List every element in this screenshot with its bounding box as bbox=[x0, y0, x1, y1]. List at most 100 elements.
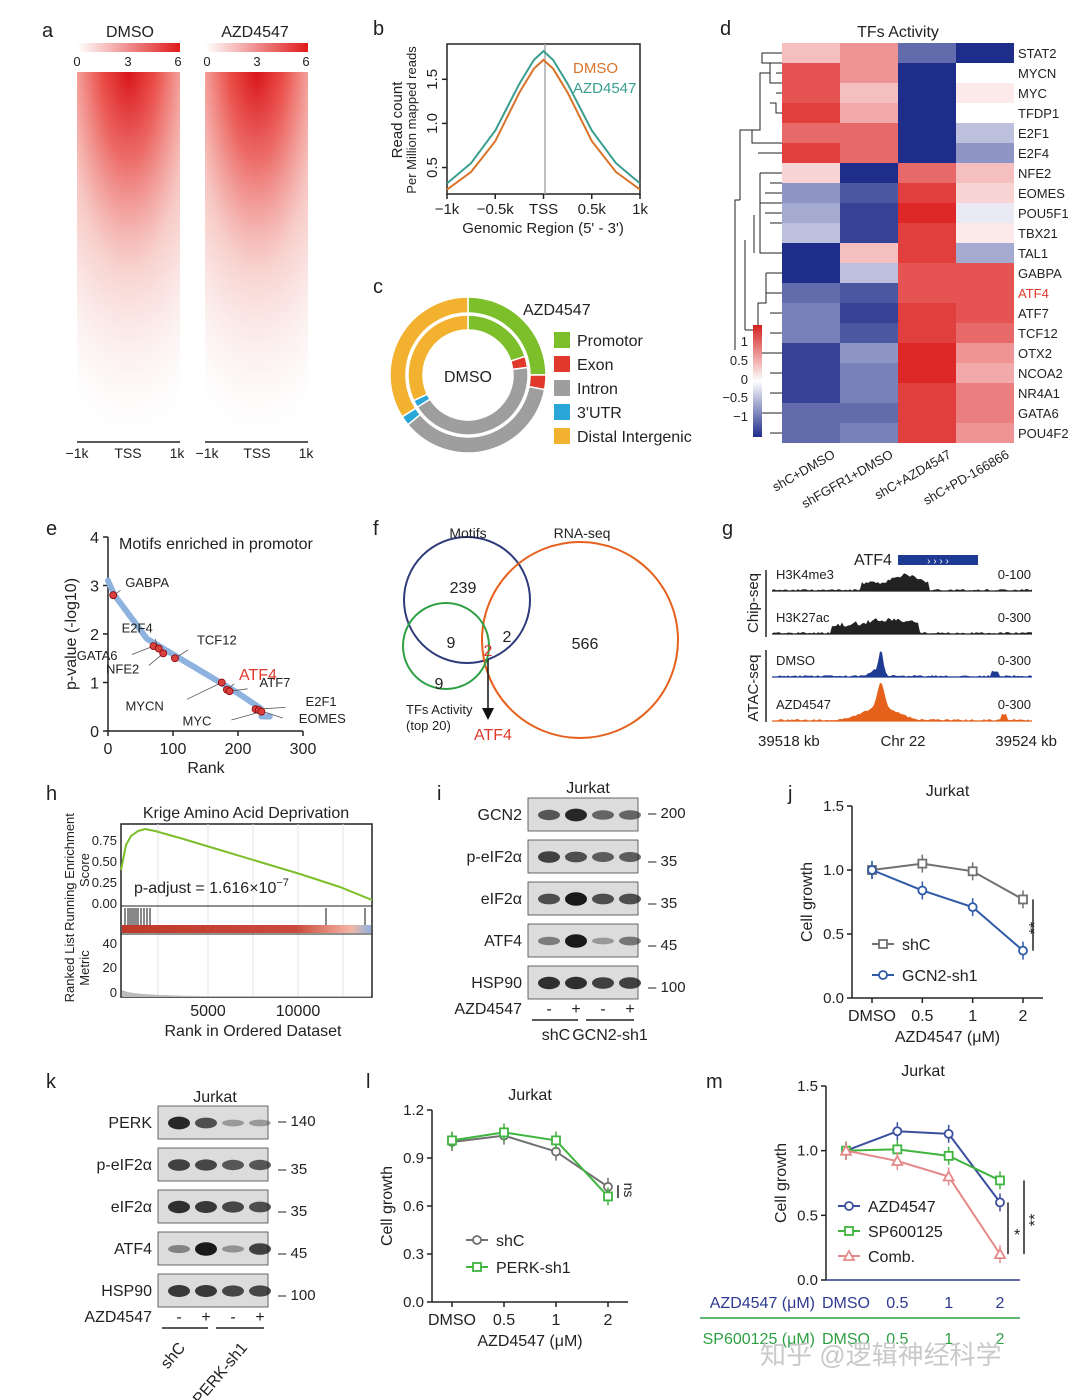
highlight-point bbox=[159, 649, 168, 658]
blot-band bbox=[222, 1201, 244, 1213]
highlight-point bbox=[257, 707, 266, 716]
heatmap-cell bbox=[956, 103, 1014, 123]
legend-label: Intron bbox=[577, 381, 618, 398]
heatmap-cell bbox=[840, 203, 898, 223]
blot-band bbox=[249, 1285, 271, 1297]
blot-band bbox=[168, 1245, 190, 1253]
panel-label-c: c bbox=[373, 276, 383, 298]
row-label: POU4F2 bbox=[1018, 426, 1069, 441]
protein-label: p-eIF2α bbox=[467, 849, 523, 866]
gsea-rank-bar bbox=[122, 925, 371, 933]
track-signal bbox=[772, 618, 1032, 634]
heatmap-cell bbox=[898, 63, 956, 83]
blot-band bbox=[538, 809, 560, 821]
legend-label: GCN2-sh1 bbox=[902, 968, 978, 985]
heatmap-cell bbox=[956, 163, 1014, 183]
western-blot-k: PERK – 140 p-eIF2α – 35 eIF2α – 35 ATF4 – 45 HSP… bbox=[84, 1105, 316, 1400]
x-tick-label: 1k bbox=[632, 201, 648, 218]
heatmap-a-title-azd: AZD4547 bbox=[221, 24, 289, 41]
highlight-point bbox=[225, 687, 234, 696]
highlight-point bbox=[171, 654, 179, 663]
blot-band bbox=[249, 1201, 271, 1213]
legend-marker bbox=[844, 1201, 854, 1211]
y-tick-h: 0.25 bbox=[92, 875, 117, 890]
heatmap-d-row-labels: STAT2 MYCN MYC TFDP1 E2F1 E2F4 NFE2 EOMES POU5F1… bbox=[1018, 46, 1069, 441]
panel-label-a: a bbox=[42, 20, 54, 42]
western-blot-i: GCN2 – 200 p-eIF2α – 35 eIF2α – 35 ATF4 – 45 HSP… bbox=[454, 797, 686, 1044]
y-tick-h: 0.75 bbox=[92, 833, 117, 848]
mw-marker: – 100 bbox=[648, 979, 686, 996]
x-tick-label: 1 bbox=[944, 1295, 953, 1312]
x-tick-label-secondary: 0.5 bbox=[886, 1331, 908, 1348]
y-tick-h: 0 bbox=[110, 985, 117, 1000]
y-tick-label: 1.5 bbox=[797, 1078, 818, 1095]
heatmap-cell bbox=[840, 43, 898, 63]
significance-mark: ** bbox=[1027, 922, 1044, 934]
blot-band bbox=[222, 1245, 244, 1253]
row-label: ATF7 bbox=[1018, 306, 1049, 321]
blot-band bbox=[249, 1243, 271, 1255]
heatmap-cell bbox=[840, 423, 898, 443]
panel-label-j: j bbox=[787, 783, 792, 805]
heatmap-cell bbox=[782, 343, 840, 363]
mw-marker: – 100 bbox=[278, 1287, 316, 1304]
legend-label: Comb. bbox=[868, 1249, 915, 1266]
heatmap-cell bbox=[840, 83, 898, 103]
y-label-b: Read count bbox=[389, 81, 406, 159]
blot-band bbox=[619, 936, 641, 946]
x-tick-label: TSS bbox=[529, 201, 558, 218]
heatmap-cell bbox=[782, 383, 840, 403]
group-label: GCN2-sh1 bbox=[572, 1027, 648, 1044]
panel-d: d TFs Activity STAT2 MYCN MYC TFDP1 E2F1 E2F4… bbox=[720, 18, 1069, 511]
blot-band bbox=[619, 977, 641, 989]
track-name: AZD4547 bbox=[776, 697, 831, 712]
point-label: ATF7 bbox=[260, 675, 291, 690]
chart-title: Jurkat bbox=[508, 1087, 552, 1104]
heatmap-cell bbox=[898, 83, 956, 103]
colorscale-a-dmso bbox=[77, 43, 180, 52]
x-tick-label: 1 bbox=[552, 1312, 561, 1329]
track-range: 0-100 bbox=[998, 567, 1031, 582]
heatmap-cell bbox=[840, 383, 898, 403]
y-tick-label: 1.5 bbox=[424, 69, 441, 90]
scale-tick-d: −1 bbox=[733, 409, 748, 424]
point-label: MYCN bbox=[125, 699, 163, 714]
y-label-h-top2: Score bbox=[77, 853, 92, 887]
line-chart-l: Jurkat 0.0 0.3 0.6 0.9 1.2 Cell growth DMSO 0.5 1… bbox=[379, 1087, 637, 1350]
heatmap-cell bbox=[898, 383, 956, 403]
panel-label-e: e bbox=[46, 518, 57, 540]
data-point bbox=[917, 885, 928, 896]
row-label: MYC bbox=[1018, 86, 1047, 101]
blot-band bbox=[538, 851, 560, 863]
x-tick-label: DMSO bbox=[822, 1295, 870, 1312]
protein-label: GCN2 bbox=[478, 807, 523, 824]
mw-marker: – 35 bbox=[648, 853, 677, 870]
mw-marker: – 200 bbox=[648, 805, 686, 822]
y-tick-label: 3 bbox=[90, 579, 99, 596]
point-label: GABPA bbox=[125, 575, 169, 590]
heatmap-cell bbox=[782, 43, 840, 63]
heatmap-cell bbox=[898, 243, 956, 263]
mw-marker: – 35 bbox=[278, 1161, 307, 1178]
y-tick-label: 0.0 bbox=[403, 1294, 424, 1311]
y-tick-label: 0.0 bbox=[797, 1272, 818, 1289]
x-tick: −1k bbox=[196, 445, 220, 461]
heatmap-cell bbox=[956, 263, 1014, 283]
legend-marker bbox=[842, 1249, 856, 1261]
x-tick-label: 0.5 bbox=[493, 1312, 515, 1329]
data-point bbox=[943, 1150, 954, 1161]
heatmap-a-title-dmso: DMSO bbox=[106, 24, 154, 41]
x-tick-label: 300 bbox=[290, 741, 317, 758]
significance-mark: ns bbox=[621, 1183, 637, 1198]
data-point bbox=[942, 1169, 956, 1182]
y-tick-label: 0.5 bbox=[424, 157, 441, 178]
legend-marker bbox=[472, 1262, 482, 1272]
x-tick-label: 0.5 bbox=[911, 1008, 933, 1025]
x-ticks-b: −1k −0.5k TSS 0.5k 1k bbox=[435, 194, 648, 218]
blot-band bbox=[168, 1159, 190, 1171]
scale-tick: 3 bbox=[124, 54, 131, 69]
y-label-h-bottom: Ranked List bbox=[62, 933, 77, 1002]
heatmap-cell bbox=[782, 283, 840, 303]
blot-band bbox=[619, 893, 641, 905]
inner-slice-distal-intergenic bbox=[407, 314, 469, 402]
